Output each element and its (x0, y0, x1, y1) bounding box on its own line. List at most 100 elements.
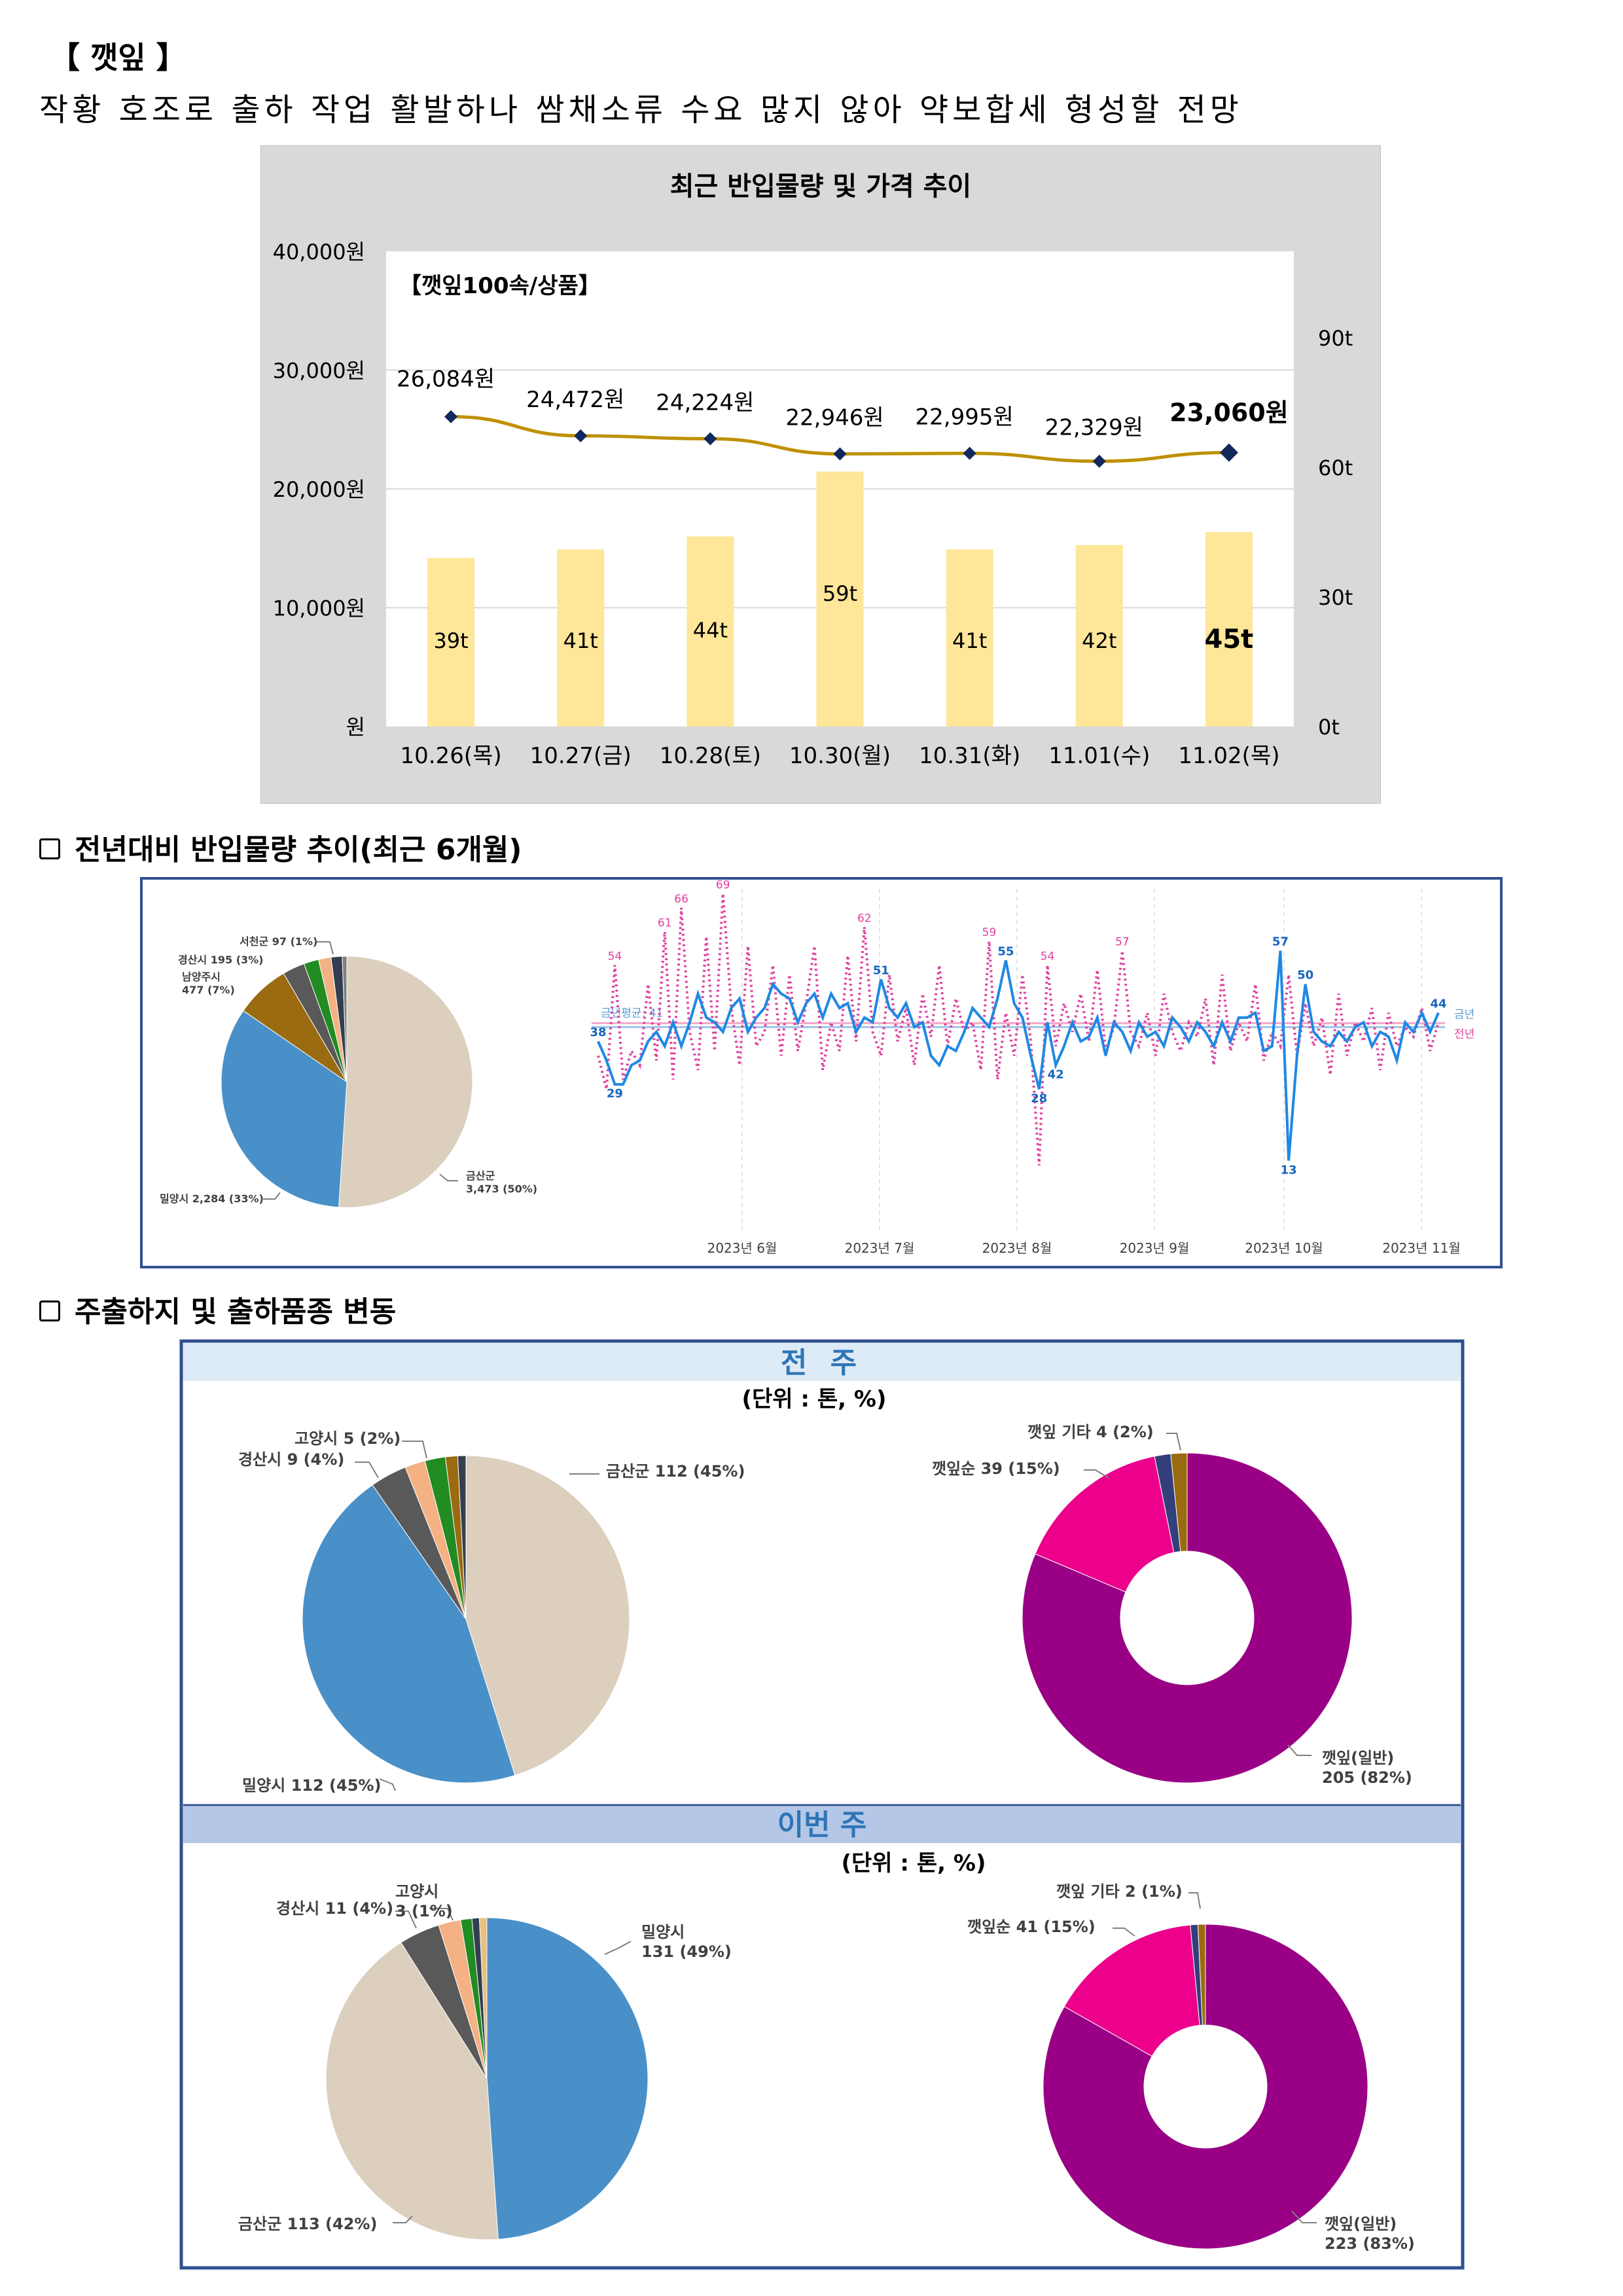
last-year-point-label: 69 (716, 878, 730, 891)
leader-line (393, 2215, 413, 2223)
avg-label: 금년평균: 41 (601, 1007, 663, 1020)
price-marker (444, 410, 458, 423)
slice-label: 밀양시 (641, 1923, 685, 1941)
this-year-series (597, 950, 1440, 1161)
section-checkbox-icon (39, 838, 60, 859)
slice-label: 경산시 9 (4%) (238, 1450, 344, 1469)
price-volume-chart: 최근 반입물량 및 가격 추이 원 10,000원 20,000원 30,000원 40… (260, 145, 1381, 804)
leader-line (1084, 1469, 1109, 1479)
slice-sublabel: 223 (83%) (1325, 2234, 1415, 2253)
slice-label: 서천군 97 (1%) (240, 935, 317, 948)
pie-slice (478, 1917, 488, 2079)
volume-bar (1205, 532, 1253, 726)
pie-slice (1043, 1924, 1368, 2250)
right-axis-tick: 90t (1318, 326, 1353, 351)
left-axis-tick: 10,000원 (273, 596, 365, 621)
volume-bar (946, 549, 993, 726)
volume-bar (1075, 545, 1123, 726)
pie-slice (457, 1455, 467, 1620)
section1-heading: 전년대비 반입물량 추이(최근 6개월) (39, 826, 522, 868)
this-year-point-label: 42 (1048, 1068, 1064, 1082)
slice-label: 깻잎(일반) (1322, 1749, 1394, 1767)
volume-label: 41t (563, 628, 598, 653)
price-label: 22,995원 (916, 404, 1014, 431)
pie-slice (221, 1010, 348, 1208)
price-marker (833, 447, 847, 461)
leader-line (1113, 1928, 1135, 1937)
left-axis-tick: 40,000원 (273, 240, 365, 264)
pie-slice (465, 1455, 630, 1776)
slice-sublabel: 3,473 (50%) (466, 1183, 537, 1195)
last-year-point-label: 61 (658, 917, 672, 930)
volume-label: 45t (1205, 624, 1254, 655)
volume-bar (557, 549, 605, 726)
leader-line (439, 1174, 458, 1181)
slice-label: 고양시 (395, 1882, 438, 1901)
volume-label: 39t (433, 628, 468, 653)
this-year-point-label: 50 (1297, 969, 1313, 982)
section2-heading: 주출하지 및 출하품종 변동 (39, 1288, 396, 1330)
pie-slice (1170, 1452, 1188, 1552)
slice-label: 경산시 11 (4%) (276, 1899, 393, 1918)
x-axis-tick: 10.27(금) (530, 743, 632, 769)
volume-label: 42t (1082, 628, 1116, 653)
this-year-point-label: 57 (1272, 935, 1289, 949)
chart-title: 최근 반입물량 및 가격 추이 (670, 171, 972, 202)
last-year-point-label: 62 (857, 912, 872, 925)
leader-line (355, 1462, 379, 1479)
pie-slice (1035, 1456, 1175, 1593)
volume-label: 41t (952, 628, 987, 653)
leader-line (604, 1941, 632, 1955)
leader-line (317, 941, 334, 955)
slice-label: 밀양시 112 (45%) (242, 1776, 381, 1795)
price-label: 23,060원 (1169, 398, 1289, 427)
volume-label: 44t (693, 618, 728, 643)
month-tick: 2023년 6월 (707, 1240, 777, 1256)
prev-week-label: 전 주 (781, 1346, 863, 1380)
prev-week-unit: (단위 : 톤, %) (741, 1386, 886, 1412)
slice-label: 금산군 (466, 1170, 495, 1182)
leader-line (379, 1778, 396, 1791)
slice-label: 깻잎순 41 (15%) (967, 1918, 1096, 1936)
page-subtitle: 작황 호조로 출하 작업 활발하나 쌈채소류 수요 많지 않아 약보합세 형성할… (39, 92, 1243, 128)
legend-last-year: 전년 (1454, 1028, 1474, 1041)
x-axis-tick: 10.30(월) (789, 743, 891, 769)
leader-line (395, 1910, 417, 1929)
this-year-point-label: 13 (1281, 1163, 1297, 1177)
pie-slice (325, 1942, 499, 2240)
x-axis-tick: 11.02(목) (1178, 743, 1279, 769)
pie-slice (1063, 1924, 1200, 2057)
this-year-point-label: 51 (873, 963, 889, 977)
leader-line (1291, 2210, 1317, 2223)
slice-sublabel: 3 (1%) (395, 1902, 453, 1920)
slice-sublabel: 477 (7%) (182, 984, 235, 996)
last-year-point-label: 66 (674, 893, 688, 906)
slice-label: 깻잎 기타 2 (1%) (1056, 1882, 1183, 1901)
volume-bar (687, 536, 734, 726)
right-axis-tick: 30t (1318, 585, 1353, 610)
x-axis-tick: 10.28(토) (660, 743, 761, 769)
month-tick: 2023년 7월 (845, 1240, 915, 1256)
volume-bar (816, 471, 864, 726)
slice-label: 고양시 5 (2%) (294, 1429, 401, 1448)
month-tick: 2023년 9월 (1120, 1240, 1190, 1256)
leader-line (429, 1908, 454, 1921)
price-marker (574, 429, 588, 442)
pie-slice (1022, 1452, 1353, 1784)
volume-bar (427, 558, 475, 726)
last-year-point-label: 57 (1115, 936, 1130, 949)
chart-inner-label: 【깻잎100속/상품】 (399, 273, 601, 299)
price-label: 22,329원 (1045, 415, 1143, 441)
price-marker (963, 446, 976, 460)
last-year-point-label: 59 (982, 926, 997, 939)
slice-sublabel: 131 (49%) (641, 1943, 732, 1961)
slice-label: 경산시 195 (3%) (178, 954, 264, 966)
shipping-region-variety-panel: 전 주 (단위 : 톤, %) 이번 주 (단위 : 톤, %) 금산군 112… (179, 1339, 1465, 2270)
pie-slice (342, 956, 348, 1083)
leader-line (402, 1441, 427, 1459)
slice-label: 깻잎순 39 (15%) (932, 1460, 1060, 1478)
month-tick: 2023년 11월 (1382, 1240, 1461, 1256)
page-title: 【 깻잎 】 (50, 40, 187, 75)
slice-label: 밀양시 2,284 (33%) (160, 1193, 264, 1205)
